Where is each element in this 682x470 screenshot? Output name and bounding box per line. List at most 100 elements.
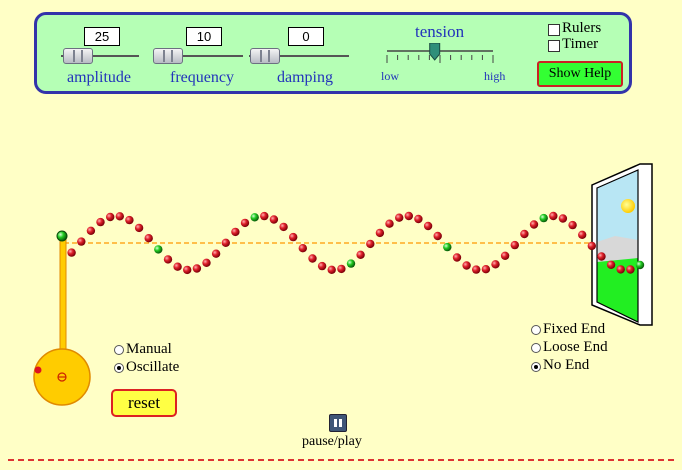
- oscillator-crank-dot: [34, 366, 42, 374]
- rulers-checkbox[interactable]: [548, 24, 560, 36]
- string-bead: [558, 214, 568, 223]
- manual-radio[interactable]: [114, 345, 124, 355]
- oscillate-radio[interactable]: [114, 363, 124, 373]
- string-bead: [96, 217, 105, 227]
- string-bead: [578, 230, 587, 239]
- fixed-end-radio[interactable]: [531, 325, 541, 335]
- string-bead: [549, 211, 558, 221]
- damping-slider-track[interactable]: [249, 55, 349, 57]
- damping-label: damping: [277, 69, 333, 86]
- string-bead: [308, 254, 317, 263]
- loose-end-radio[interactable]: [531, 343, 541, 353]
- amplitude-label: amplitude: [67, 69, 131, 86]
- string-bead: [317, 261, 327, 271]
- marker-bead: [443, 242, 452, 252]
- bottom-dashed-line: [8, 459, 674, 461]
- string-bead: [366, 239, 375, 249]
- string-bead: [221, 238, 230, 247]
- string-bead: [67, 248, 76, 257]
- marker-bead[interactable]: [56, 230, 68, 242]
- string-bead: [462, 261, 471, 270]
- string-bead: [260, 211, 269, 221]
- string-bead: [606, 260, 616, 269]
- marker-bead: [250, 213, 259, 222]
- string-bead: [115, 212, 125, 221]
- string-bead: [414, 214, 423, 224]
- rulers-label: Rulers: [562, 20, 602, 36]
- damping-slider-handle[interactable]: [250, 48, 280, 64]
- reset-button[interactable]: reset: [111, 389, 177, 417]
- string-bead: [510, 240, 519, 250]
- string-bead: [404, 211, 413, 221]
- frequency-slider-handle[interactable]: [153, 48, 183, 64]
- marker-bead: [346, 259, 356, 268]
- no-end-radio[interactable]: [531, 362, 541, 372]
- string-bead: [134, 223, 144, 233]
- string-bead: [587, 241, 596, 251]
- string-bead: [240, 218, 250, 228]
- string-bead: [144, 234, 153, 243]
- oscillator-rod: [59, 238, 67, 360]
- show-help-button[interactable]: Show Help: [537, 61, 623, 87]
- amplitude-slider-track[interactable]: [61, 55, 139, 57]
- string-bead: [375, 228, 385, 238]
- window-no-end: [591, 163, 653, 326]
- string-bead: [452, 253, 462, 262]
- string-bead: [491, 260, 500, 269]
- string-bead: [616, 265, 625, 274]
- damping-value-field[interactable]: 0: [288, 27, 324, 46]
- string-bead: [529, 220, 539, 229]
- marker-bead: [539, 213, 548, 223]
- amplitude-slider-handle[interactable]: [63, 48, 93, 64]
- frequency-label: frequency: [170, 69, 234, 86]
- string-bead: [327, 265, 336, 274]
- fixed-end-label: Fixed End: [543, 321, 606, 337]
- string-beads: [56, 211, 645, 275]
- string-bead: [269, 215, 279, 224]
- string-bead: [183, 265, 192, 275]
- string-bead: [356, 250, 365, 259]
- control-panel: 25 amplitude 10 frequency 0 damping tens…: [34, 12, 632, 94]
- string-bead: [597, 252, 606, 261]
- tension-slider-handle: [429, 43, 441, 61]
- timer-label: Timer: [562, 36, 599, 52]
- string-bead: [298, 244, 307, 253]
- pause-play-button[interactable]: [329, 414, 347, 432]
- string-bead: [385, 219, 394, 228]
- marker-bead: [154, 245, 163, 254]
- string-bead: [125, 215, 134, 225]
- string-bead: [433, 231, 442, 241]
- amplitude-value-field[interactable]: 25: [84, 27, 120, 46]
- oscillate-label: Oscillate: [126, 359, 180, 375]
- frequency-slider-track[interactable]: [153, 55, 243, 57]
- string-bead: [520, 229, 529, 239]
- string-bead: [337, 264, 346, 274]
- string-bead: [289, 232, 298, 242]
- string-bead: [395, 213, 404, 222]
- string-bead: [86, 226, 96, 235]
- tension-low-label: low: [381, 69, 399, 83]
- string-bead: [481, 265, 491, 274]
- string-bead: [568, 220, 577, 230]
- string-bead: [231, 227, 240, 237]
- tension-high-label: high: [484, 69, 506, 83]
- string-bead: [472, 265, 481, 274]
- string-bead: [500, 251, 510, 260]
- string-bead: [279, 222, 288, 232]
- string-bead: [211, 249, 221, 258]
- pause-play-label: pause/play: [302, 434, 362, 449]
- string-bead: [202, 258, 211, 267]
- string-bead: [173, 262, 182, 271]
- string-bead: [423, 221, 433, 231]
- timer-checkbox[interactable]: [548, 40, 560, 52]
- string-bead: [192, 264, 202, 273]
- tension-slider[interactable]: [383, 43, 497, 71]
- manual-label: Manual: [126, 341, 172, 357]
- loose-end-label: Loose End: [543, 339, 608, 355]
- string-bead: [106, 212, 115, 222]
- string-bead: [77, 237, 86, 246]
- string-bead: [163, 255, 173, 264]
- frequency-value-field[interactable]: 10: [186, 27, 222, 46]
- string-bead: [626, 265, 635, 274]
- marker-bead: [635, 260, 645, 270]
